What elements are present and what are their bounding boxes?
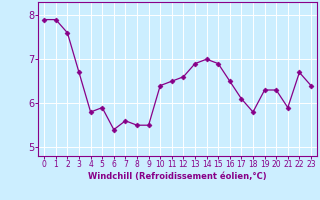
X-axis label: Windchill (Refroidissement éolien,°C): Windchill (Refroidissement éolien,°C) bbox=[88, 172, 267, 181]
